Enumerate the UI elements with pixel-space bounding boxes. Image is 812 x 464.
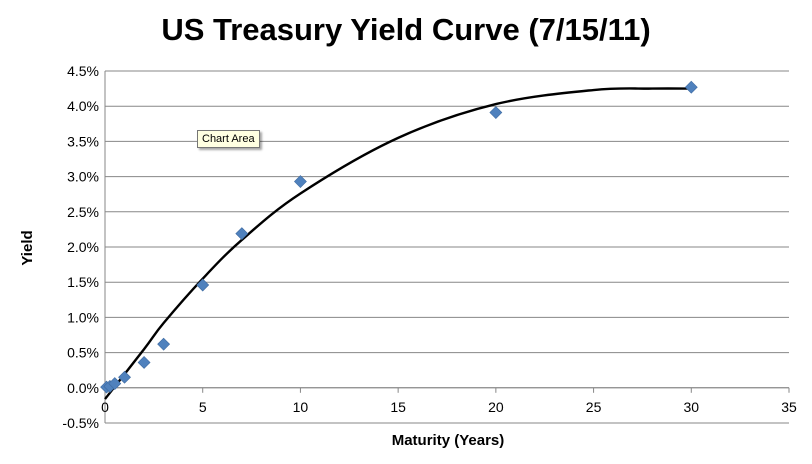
data-point bbox=[137, 356, 151, 369]
trendline bbox=[104, 87, 692, 400]
y-tick-label: 4.0% bbox=[67, 98, 99, 114]
y-tick-label: 4.5% bbox=[67, 63, 99, 79]
x-tick-label: 15 bbox=[390, 399, 406, 415]
x-tick-label: 5 bbox=[199, 399, 207, 415]
data-point bbox=[196, 278, 210, 292]
x-tick-label: 20 bbox=[488, 399, 504, 415]
y-axis-label: Yield bbox=[19, 230, 36, 265]
x-tick-label: 25 bbox=[586, 399, 602, 415]
x-tick-label: 10 bbox=[293, 399, 309, 415]
chart-area-tooltip: Chart Area bbox=[197, 130, 260, 148]
y-tick-label: 2.0% bbox=[67, 239, 99, 255]
y-tick-labels: -0.5% 0.0% 0.5% 1.0% 1.5% 2.0% 2.5% 3.0% 3.5% 4.0… bbox=[62, 63, 99, 431]
data-point bbox=[684, 80, 698, 94]
data-point bbox=[294, 175, 307, 188]
chart-title: US Treasury Yield Curve (7/15/11) bbox=[161, 12, 650, 47]
y-tick-label: 1.0% bbox=[67, 309, 99, 325]
data-point bbox=[108, 377, 122, 391]
y-tick-label: 2.5% bbox=[67, 204, 99, 220]
x-tick-labels: 0 5 10 15 20 25 30 35 bbox=[101, 399, 797, 415]
y-tick-label: 3.5% bbox=[67, 133, 99, 149]
data-point bbox=[118, 370, 131, 384]
y-tick-label: 1.5% bbox=[67, 274, 99, 290]
y-tick-label: 0.5% bbox=[67, 345, 99, 361]
data-point bbox=[235, 227, 249, 241]
gridlines bbox=[105, 70, 789, 424]
y-tick-label: -0.5% bbox=[62, 415, 99, 431]
data-point bbox=[157, 337, 171, 351]
x-tick-label: 35 bbox=[781, 399, 797, 415]
x-axis-label: Maturity (Years) bbox=[392, 432, 505, 449]
x-tick-label: 0 bbox=[101, 399, 109, 415]
y-tick-label: 0.0% bbox=[67, 380, 99, 396]
data-point bbox=[489, 106, 503, 119]
y-tick-label: 3.0% bbox=[67, 169, 99, 185]
x-tick-label: 30 bbox=[683, 399, 699, 415]
data-points bbox=[100, 80, 698, 394]
